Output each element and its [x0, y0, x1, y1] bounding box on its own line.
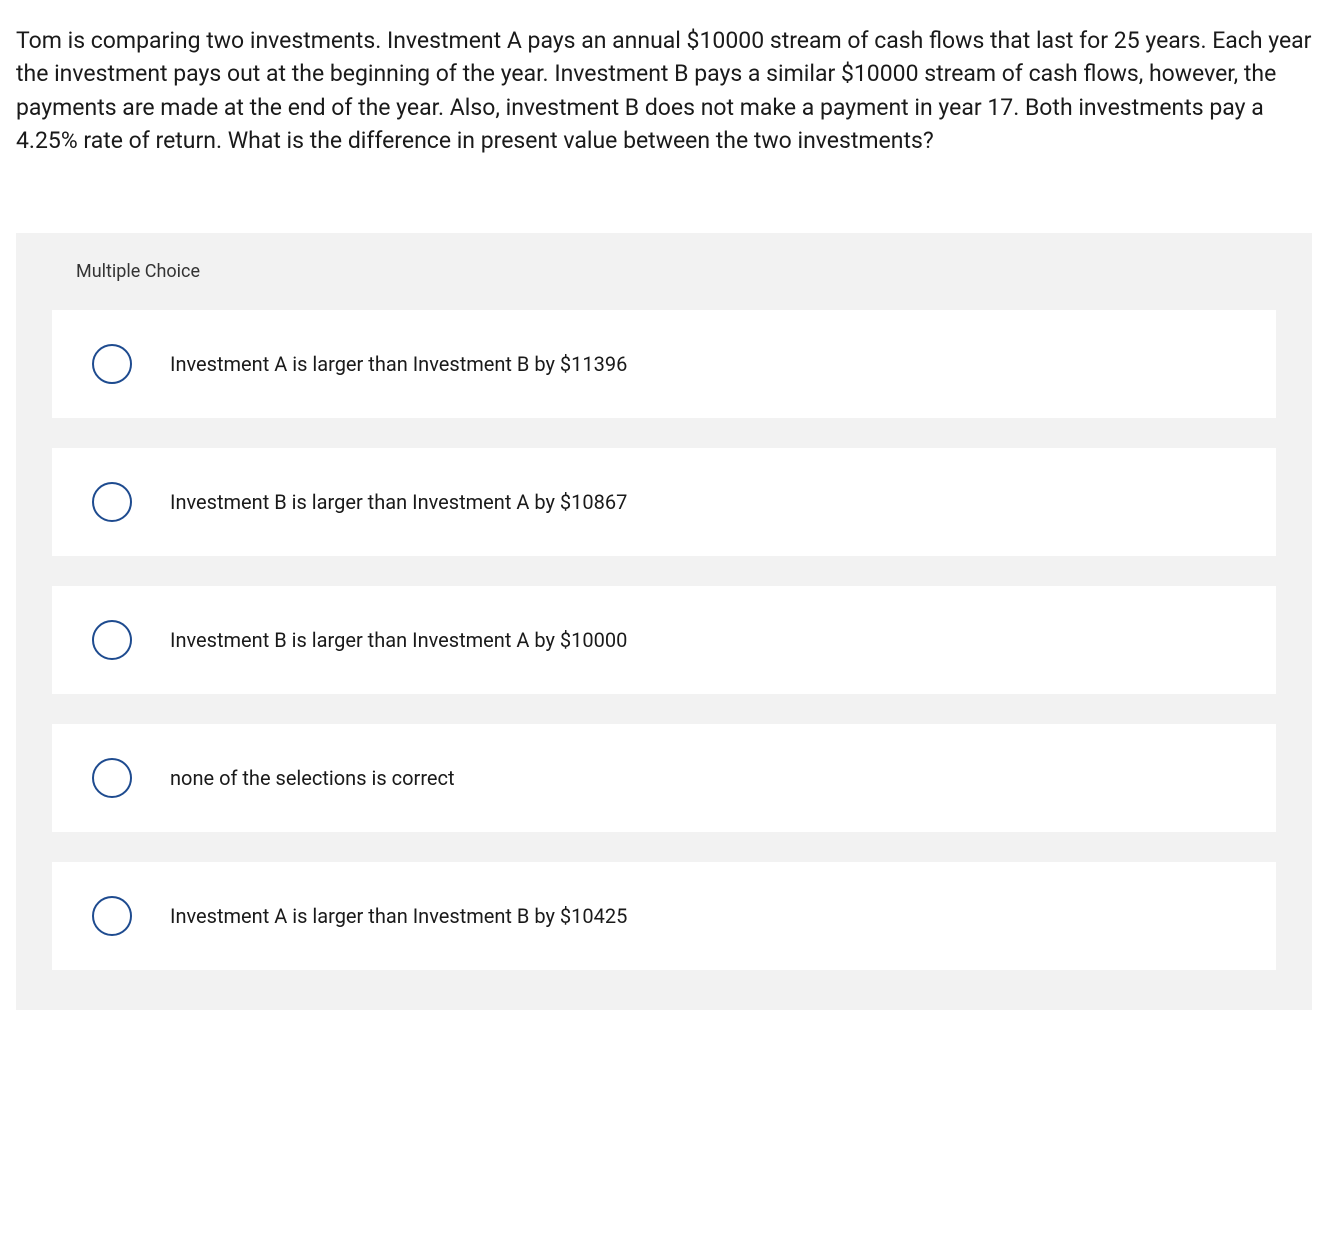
question-text: Tom is comparing two investments. Invest…: [0, 0, 1328, 173]
option-5[interactable]: Investment A is larger than Investment B…: [52, 862, 1276, 970]
multiple-choice-header: Multiple Choice: [16, 233, 1312, 310]
option-1[interactable]: Investment A is larger than Investment B…: [52, 310, 1276, 418]
options-container: Investment A is larger than Investment B…: [16, 310, 1312, 970]
option-label: Investment A is larger than Investment B…: [170, 904, 627, 928]
radio-icon: [92, 620, 132, 660]
option-label: Investment B is larger than Investment A…: [170, 490, 627, 514]
option-4[interactable]: none of the selections is correct: [52, 724, 1276, 832]
option-3[interactable]: Investment B is larger than Investment A…: [52, 586, 1276, 694]
option-2[interactable]: Investment B is larger than Investment A…: [52, 448, 1276, 556]
radio-icon: [92, 896, 132, 936]
radio-icon: [92, 344, 132, 384]
radio-icon: [92, 482, 132, 522]
answer-section: Multiple Choice Investment A is larger t…: [16, 233, 1312, 1010]
option-label: Investment A is larger than Investment B…: [170, 352, 627, 376]
option-label: none of the selections is correct: [170, 766, 455, 790]
radio-icon: [92, 758, 132, 798]
option-label: Investment B is larger than Investment A…: [170, 628, 627, 652]
